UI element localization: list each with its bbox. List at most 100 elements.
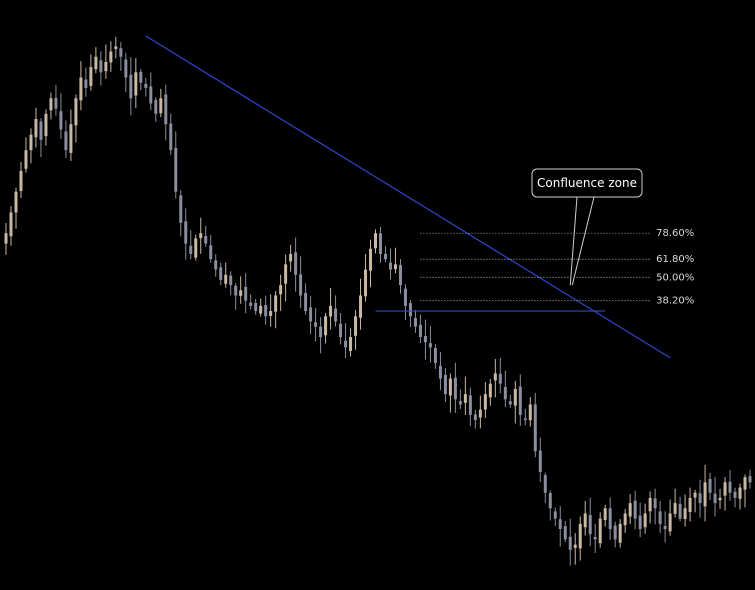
candle — [433, 344, 437, 369]
candle — [533, 392, 537, 458]
candle-body — [219, 267, 223, 280]
candle — [693, 489, 697, 513]
candle — [144, 77, 148, 97]
candle — [104, 44, 108, 79]
candle-body — [613, 525, 617, 540]
candle — [508, 394, 512, 408]
candle-body — [74, 98, 78, 126]
candle — [279, 274, 283, 311]
candle — [259, 298, 263, 317]
candle — [663, 511, 667, 543]
candle — [239, 276, 243, 304]
candle-body — [44, 113, 48, 137]
candle — [54, 84, 58, 116]
candle — [478, 395, 482, 429]
candle — [79, 61, 83, 111]
candle — [413, 310, 417, 333]
candle — [44, 109, 48, 146]
candle — [204, 225, 208, 248]
candle — [403, 284, 407, 320]
candle-body — [104, 61, 108, 72]
candle — [553, 507, 557, 527]
candle — [688, 487, 692, 522]
candle — [568, 518, 572, 566]
candle-body — [189, 245, 193, 254]
candle-body — [179, 195, 183, 223]
candle — [159, 88, 163, 118]
candle — [648, 491, 652, 524]
candle-body — [154, 99, 158, 114]
candle — [498, 357, 502, 394]
candle-body — [344, 340, 348, 348]
candle — [463, 376, 467, 415]
candle-body — [593, 537, 597, 540]
candle-body — [84, 79, 88, 88]
candle — [468, 387, 472, 427]
candle — [269, 294, 273, 327]
candle — [369, 239, 373, 288]
candle-body — [349, 337, 353, 352]
candle — [528, 397, 532, 427]
candle-body — [493, 373, 497, 381]
candle-body — [523, 418, 527, 421]
candle — [214, 254, 218, 277]
candle — [344, 323, 348, 359]
candle-body — [428, 343, 432, 348]
fib-level-label: 50.00% — [656, 272, 694, 283]
candle — [548, 490, 552, 521]
candle — [234, 283, 238, 310]
candle — [304, 283, 308, 315]
candle — [264, 295, 268, 325]
candle — [668, 499, 672, 536]
candle — [583, 501, 587, 536]
candle-body — [49, 98, 53, 111]
candle-body — [623, 513, 627, 526]
candle — [443, 368, 447, 403]
callout-leader-line-secondary — [571, 196, 595, 286]
candle — [329, 287, 333, 330]
candle-body — [588, 515, 592, 535]
candle — [194, 234, 198, 261]
candle-body — [279, 285, 283, 295]
candle-body — [668, 513, 672, 532]
candle-body — [503, 386, 507, 400]
candle — [678, 496, 682, 522]
candle-body — [398, 265, 402, 286]
candle-body — [304, 292, 308, 312]
candle — [164, 84, 168, 141]
candle-body — [259, 305, 263, 314]
candle-body — [603, 508, 607, 521]
candle-body — [483, 394, 487, 410]
candle-body — [388, 262, 392, 270]
candle-body — [269, 311, 273, 316]
candle-body — [64, 131, 68, 151]
fib-level-label: 78.60% — [656, 228, 694, 239]
candle — [139, 68, 143, 91]
candle-body — [39, 121, 43, 140]
descending-trendline — [145, 35, 671, 359]
candle-body — [433, 348, 437, 363]
callout-label: Confluence zone — [537, 176, 637, 190]
candle — [119, 41, 123, 71]
candle — [114, 36, 118, 59]
fib-level-label: 61.80% — [656, 254, 694, 265]
candle-body — [713, 493, 717, 504]
candle-body — [488, 383, 492, 398]
candle-body — [743, 477, 747, 490]
candle — [319, 317, 323, 354]
candle-body — [164, 94, 168, 125]
candle — [408, 300, 412, 328]
candle-body — [124, 59, 128, 78]
candle-body — [319, 326, 323, 338]
candle-body — [284, 264, 288, 284]
candle — [393, 247, 397, 274]
candle-body — [653, 498, 657, 509]
candle — [418, 314, 422, 344]
candle — [473, 409, 477, 429]
candle — [254, 299, 258, 315]
candle-body — [478, 409, 482, 418]
candle-body — [728, 481, 732, 493]
candle-body — [563, 526, 567, 540]
candle-body — [144, 83, 148, 88]
candle-body — [518, 386, 522, 415]
